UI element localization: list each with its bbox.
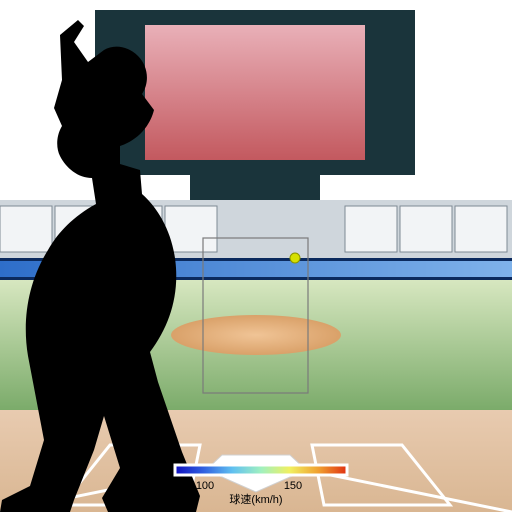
stands-panel	[165, 206, 217, 252]
legend-axis-label: 球速(km/h)	[229, 492, 282, 506]
stands-panel	[400, 206, 452, 252]
pitch-marker	[290, 253, 300, 263]
stands-panel	[345, 206, 397, 252]
speed-legend-bar	[175, 465, 347, 475]
legend-tick-label: 100	[196, 480, 214, 492]
legend-tick-label: 150	[284, 480, 302, 492]
pitch-location-chart: 100 150球速(km/h)	[0, 0, 512, 512]
stands-panel	[455, 206, 507, 252]
stands-panel	[0, 206, 52, 252]
chart-svg: 100 150球速(km/h)	[0, 0, 512, 512]
scoreboard-screen	[145, 25, 365, 160]
pitchers-mound	[171, 315, 341, 355]
